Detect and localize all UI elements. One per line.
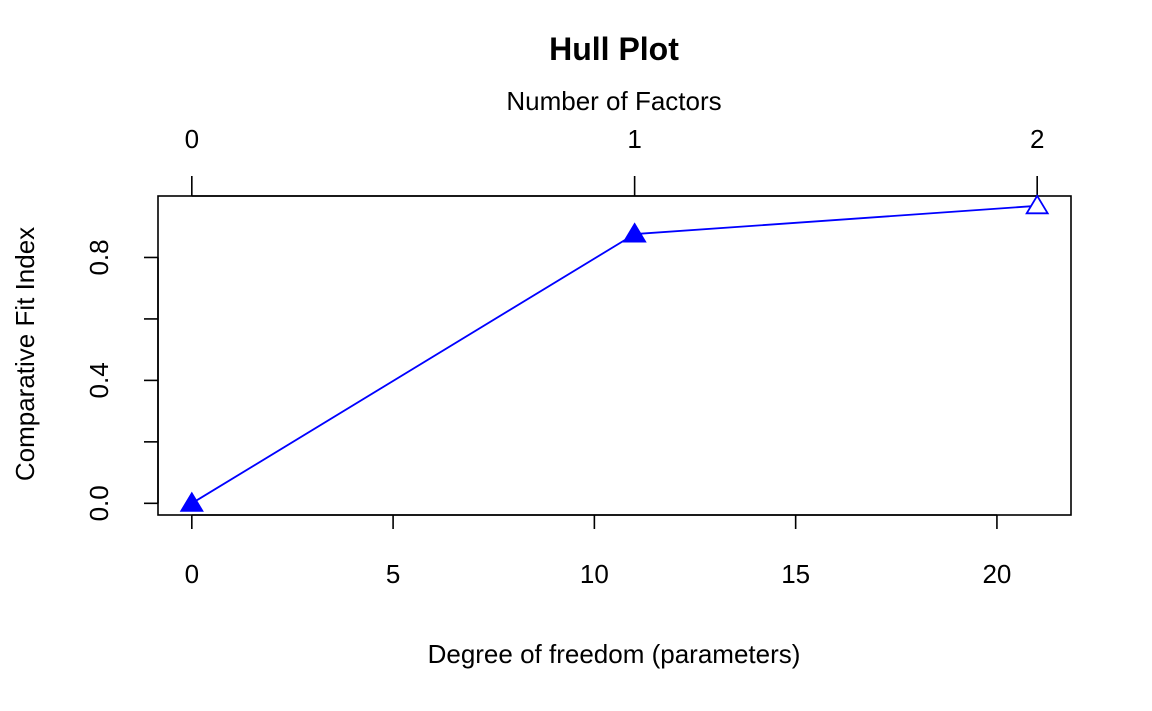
data-point-marker: [179, 491, 204, 512]
y-tick-label: 0.4: [84, 362, 114, 398]
x-tick-label: 15: [781, 559, 810, 589]
series-line: [191, 204, 1038, 505]
chart-title: Hull Plot: [549, 31, 679, 67]
x-axis: 0 5 10 15 20: [185, 514, 1011, 589]
x-tick-label: 0: [185, 559, 199, 589]
y-tick-label: 0.8: [84, 239, 114, 275]
top-axis: 0 1 2: [185, 124, 1044, 197]
series-layer: [179, 194, 1050, 512]
top-axis-label: Number of Factors: [506, 86, 721, 116]
top-tick-label: 0: [185, 124, 199, 154]
x-tick-label: 10: [580, 559, 609, 589]
y-axis-label: Comparative Fit Index: [10, 227, 40, 481]
x-tick-label: 20: [982, 559, 1011, 589]
y-axis: 0.0 0.4 0.8: [84, 239, 159, 521]
y-tick-label: 0.0: [84, 485, 114, 521]
top-tick-label: 1: [627, 124, 641, 154]
data-point-marker: [622, 222, 647, 243]
x-axis-label: Degree of freedom (parameters): [428, 639, 801, 669]
top-tick-label: 2: [1030, 124, 1044, 154]
plot-frame: [157, 195, 1072, 516]
data-point-marker: [1025, 194, 1050, 215]
x-tick-label: 5: [386, 559, 400, 589]
